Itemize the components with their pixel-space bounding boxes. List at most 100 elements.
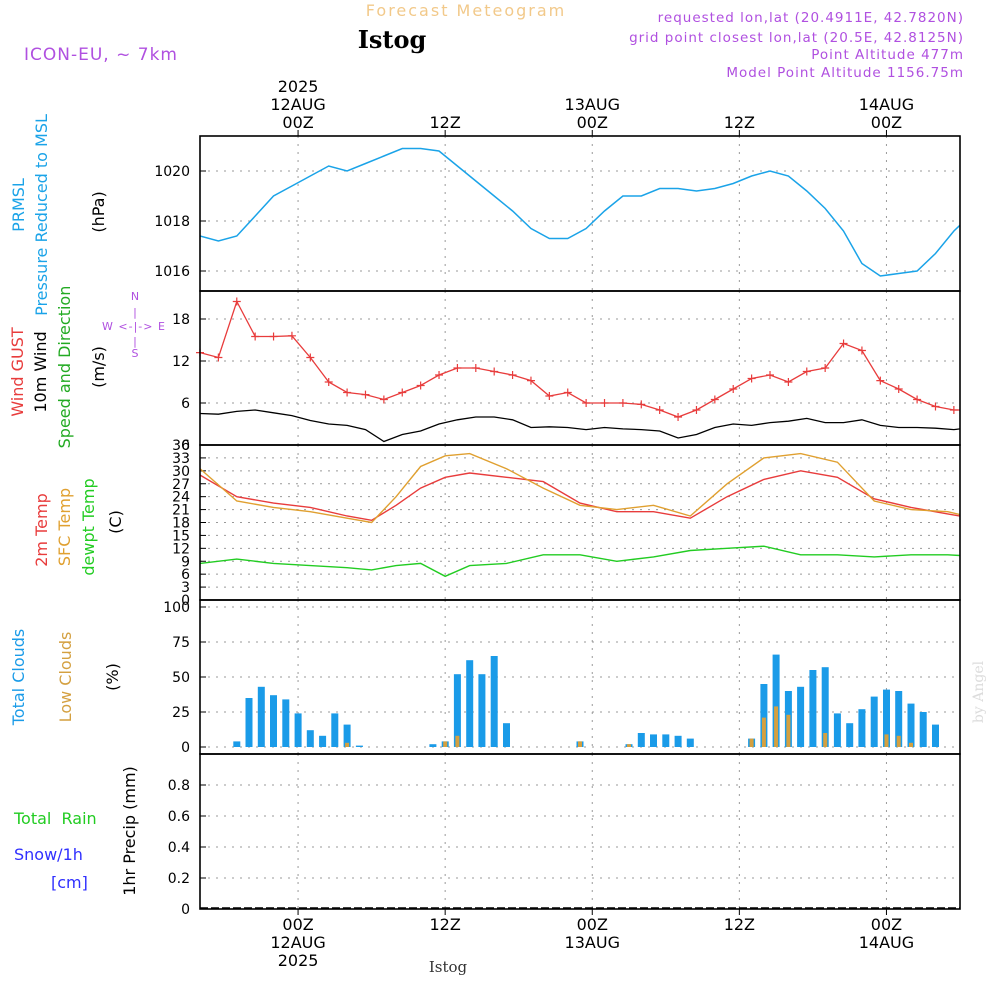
- wind-line: [200, 409, 960, 443]
- top-date-label: 14AUG: [859, 95, 914, 114]
- total-cloud-bar: [282, 699, 290, 747]
- compass-lower-bar: |: [133, 335, 137, 348]
- gust-marker: [692, 406, 701, 414]
- gust-marker: [251, 332, 260, 341]
- total-cloud-bar: [833, 713, 841, 747]
- compass-upper-bar: |: [133, 306, 137, 319]
- total-cloud-bar: [772, 654, 780, 747]
- sfc-temp-line: [200, 452, 960, 524]
- gust-marker: [361, 390, 370, 399]
- total-cloud-bar: [870, 696, 878, 747]
- watermark: by Angel: [971, 660, 987, 723]
- temp-2m-line: [200, 470, 960, 522]
- bottom-hour-label: 00Z: [871, 915, 902, 934]
- model-label: ICON-EU, ~ 7km: [24, 45, 178, 65]
- bottom-date-label: 13AUG: [565, 933, 620, 952]
- snow-label: Snow/1h: [14, 845, 83, 864]
- y-tick-label: 1016: [154, 264, 190, 280]
- low-cloud-bar: [627, 744, 631, 747]
- temp-unit: (C): [106, 510, 125, 534]
- bottom-year-label: 2025: [278, 951, 319, 970]
- total-cloud-bar: [846, 723, 854, 747]
- panel-labels: PRMSL Pressure Reduced to MSL (hPa) Wind…: [8, 114, 165, 896]
- y-tick-label: 30: [172, 464, 190, 480]
- total-cloud-bar: [797, 686, 805, 747]
- bottom-hour-label: 12Z: [724, 915, 755, 934]
- gust-marker: [747, 374, 756, 383]
- gust-marker: [839, 339, 848, 348]
- y-tick-label: 6: [181, 567, 190, 583]
- gust-marker: [398, 388, 407, 397]
- total-cloud-bar: [257, 686, 265, 747]
- y-tick-label: 0: [181, 902, 190, 918]
- low-clouds-label: Low Clouds: [56, 632, 75, 723]
- total-cloud-bar: [895, 691, 903, 747]
- model-altitude: Model Point Altitude 1156.75m: [726, 65, 964, 81]
- total-cloud-bar: [932, 724, 939, 747]
- total-cloud-bar: [343, 724, 351, 747]
- temp-sfc-label: SFC Temp: [55, 488, 74, 566]
- prmsl-unit: (hPa): [89, 191, 108, 232]
- top-hour-label: 12Z: [724, 113, 755, 132]
- prmsl-label: PRMSL: [9, 178, 28, 232]
- y-tick-label: 27: [172, 477, 190, 493]
- y-tick-label: 36: [172, 438, 190, 454]
- prmsl-desc-label: Pressure Reduced to MSL: [32, 114, 51, 316]
- y-tick-label: 12: [172, 354, 190, 370]
- y-tick-label: 0: [181, 593, 190, 609]
- total-cloud-bar: [858, 709, 866, 747]
- gust-marker: [931, 402, 940, 411]
- gust-marker: [600, 399, 609, 407]
- y-tick-label: 3: [181, 580, 190, 596]
- total-cloud-bar: [453, 674, 461, 747]
- gust-marker: [269, 332, 278, 341]
- cloud-unit: (%): [103, 663, 122, 691]
- wind-unit: (m/s): [89, 346, 108, 388]
- gust-marker: [655, 406, 664, 414]
- low-cloud-bar: [443, 741, 448, 747]
- total-cloud-bar: [809, 670, 817, 747]
- requested-coords: requested lon,lat (20.4911E, 42.7820N): [658, 10, 964, 26]
- total-cloud-bar: [650, 734, 657, 747]
- low-cloud-bar: [345, 742, 350, 747]
- pressure-line: [200, 147, 960, 277]
- gust-marker: [674, 413, 683, 421]
- wind-10m-label: 10m Wind: [31, 331, 50, 412]
- compass-n: N: [131, 290, 139, 303]
- station-title: Istog: [358, 25, 427, 54]
- total-cloud-bar: [245, 698, 253, 747]
- gust-marker: [949, 406, 958, 414]
- y-tick-label: 0.4: [168, 840, 190, 856]
- temp-2m-label: 2m Temp: [32, 493, 51, 567]
- y-tick-label: 33: [172, 451, 190, 467]
- panel-border: [199, 753, 961, 910]
- y-tick-label: 0.8: [168, 778, 190, 794]
- gust-marker: [287, 331, 296, 340]
- gust-marker: [526, 376, 535, 385]
- gust-marker: [729, 385, 738, 393]
- low-cloud-bar: [774, 706, 779, 747]
- total-cloud-bar: [821, 667, 829, 747]
- total-cloud-bar: [883, 689, 890, 747]
- total-cloud-bar: [331, 713, 339, 747]
- compass-s: S: [132, 347, 139, 360]
- precip-label: 1hr Precip (mm): [120, 766, 139, 896]
- wind-gust-label: Wind GUST: [8, 327, 27, 417]
- snow-unit: [cm]: [51, 873, 88, 892]
- top-hour-label: 00Z: [577, 113, 608, 132]
- total-cloud-bar: [466, 660, 474, 747]
- total-cloud-bar: [662, 734, 670, 747]
- forecast-title: Forecast Meteogram: [366, 1, 566, 20]
- total-cloud-bar: [907, 703, 915, 747]
- low-cloud-bar: [749, 738, 754, 747]
- low-cloud-bar: [786, 714, 791, 747]
- top-date-label: 13AUG: [565, 95, 620, 114]
- total-cloud-bar: [760, 684, 768, 747]
- low-cloud-bar: [896, 735, 901, 747]
- gust-marker: [563, 388, 572, 397]
- total-rain-label: Total Rain: [13, 809, 97, 828]
- top-year-label: 2025: [278, 77, 319, 96]
- gust-marker: [637, 400, 646, 409]
- y-tick-label: 0.2: [168, 871, 190, 887]
- top-hour-label: 00Z: [871, 113, 902, 132]
